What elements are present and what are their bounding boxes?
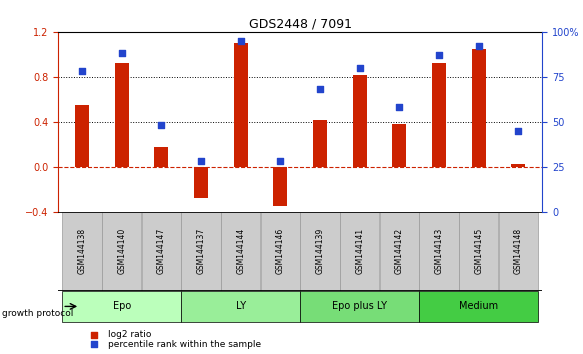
Bar	[221, 212, 261, 291]
Text: GSM144143: GSM144143	[434, 228, 444, 274]
Point	[78, 69, 87, 74]
Bar	[459, 212, 498, 291]
Text: LY: LY	[236, 301, 246, 312]
Bar	[392, 124, 406, 167]
Text: GSM144137: GSM144137	[196, 228, 206, 274]
Point	[474, 44, 483, 49]
Bar	[300, 212, 340, 291]
Text: Epo plus LY: Epo plus LY	[332, 301, 387, 312]
Text: percentile rank within the sample: percentile rank within the sample	[108, 339, 261, 349]
Point	[434, 52, 444, 58]
Bar	[472, 49, 486, 167]
Bar	[154, 147, 168, 167]
Point	[117, 51, 127, 56]
Text: Medium: Medium	[459, 301, 498, 312]
Bar	[300, 291, 419, 321]
Text: GSM144142: GSM144142	[395, 228, 404, 274]
Point	[315, 87, 325, 92]
Bar	[62, 212, 101, 291]
Text: GSM144144: GSM144144	[236, 228, 245, 274]
Point	[157, 122, 166, 128]
Bar	[261, 212, 300, 291]
Point	[89, 332, 99, 337]
Point	[89, 341, 99, 347]
Text: Epo: Epo	[113, 301, 131, 312]
Bar	[142, 212, 181, 291]
Title: GDS2448 / 7091: GDS2448 / 7091	[249, 18, 352, 31]
Point	[196, 159, 206, 164]
Bar	[181, 212, 221, 291]
Bar	[419, 212, 459, 291]
Bar	[115, 63, 129, 167]
Text: log2 ratio: log2 ratio	[108, 330, 151, 339]
Bar	[75, 105, 89, 167]
Point	[395, 105, 404, 110]
Bar	[419, 291, 538, 321]
Bar	[511, 164, 525, 167]
Text: GSM144140: GSM144140	[117, 228, 127, 274]
Text: GSM144141: GSM144141	[355, 228, 364, 274]
Text: GSM144148: GSM144148	[514, 228, 523, 274]
Text: GSM144139: GSM144139	[315, 228, 325, 274]
Bar	[313, 120, 327, 167]
Bar	[340, 212, 380, 291]
Text: GSM144138: GSM144138	[78, 228, 87, 274]
Bar	[273, 167, 287, 206]
Bar	[181, 291, 300, 321]
Bar	[102, 212, 142, 291]
Text: GSM144145: GSM144145	[474, 228, 483, 274]
Point	[276, 159, 285, 164]
Bar	[353, 75, 367, 167]
Bar	[234, 43, 248, 167]
Text: GSM144147: GSM144147	[157, 228, 166, 274]
Text: growth protocol: growth protocol	[2, 309, 73, 318]
Point	[514, 128, 523, 134]
Text: GSM144146: GSM144146	[276, 228, 285, 274]
Point	[236, 38, 245, 44]
Bar	[432, 63, 446, 167]
Bar	[499, 212, 538, 291]
Bar	[62, 291, 181, 321]
Bar	[380, 212, 419, 291]
Point	[355, 65, 364, 71]
Bar	[194, 167, 208, 198]
